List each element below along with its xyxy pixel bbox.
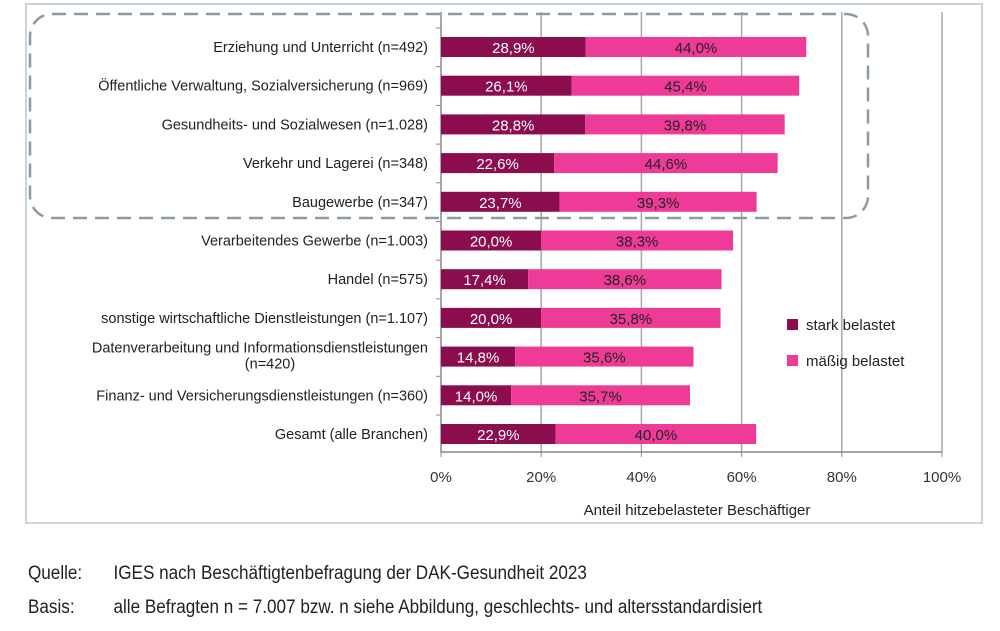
x-axis-title: Anteil hitzebelasteter Beschäftiger	[584, 502, 811, 519]
data-label: 14,0%	[455, 388, 498, 405]
data-label: 23,7%	[479, 195, 522, 212]
bar-segment	[554, 153, 778, 174]
category-label: Gesundheits- und Sozialwesen (n=1.028)	[162, 117, 428, 133]
data-label: 45,4%	[664, 79, 707, 96]
category-label: Öffentliche Verwaltung, Sozialversicheru…	[98, 77, 428, 95]
bar-segment	[585, 114, 785, 135]
bar-segment	[441, 269, 529, 290]
basis-text: alle Befragten n = 7.007 bzw. n siehe Ab…	[113, 597, 763, 618]
bar-segment	[441, 424, 556, 444]
bar-segment	[441, 153, 555, 174]
data-label: 35,8%	[610, 311, 653, 328]
bar-segment	[559, 191, 757, 212]
bar-segment	[441, 75, 572, 96]
data-label: 28,9%	[492, 40, 535, 57]
category-label: sonstige wirtschaftliche Dienstleistunge…	[101, 311, 428, 327]
category-label: Finanz- und Versicherungsdienstleistunge…	[96, 388, 428, 404]
bar-segment	[585, 37, 807, 57]
bar-segment	[441, 385, 512, 406]
bar-segment	[441, 191, 560, 212]
bar-segment	[441, 114, 586, 135]
bar-segment	[441, 37, 586, 57]
bar-segment	[541, 230, 734, 251]
x-tick-label: 60%	[727, 469, 757, 486]
data-label: 20,0%	[470, 311, 513, 328]
chart-frame	[25, 3, 983, 524]
data-label: 26,1%	[485, 79, 528, 96]
legend-label: stark belastet	[806, 317, 896, 334]
bar-segment	[528, 269, 722, 290]
basis-key: Basis:	[28, 597, 75, 618]
bar-segment	[441, 307, 542, 328]
data-label: 38,3%	[616, 234, 659, 251]
legend-swatch	[787, 355, 798, 366]
data-label: 35,6%	[583, 350, 626, 367]
bar-chart: 0% 20% 40% 60% 80% 100% Anteil hitzebelasteter…	[28, 12, 961, 519]
data-label: 44,0%	[675, 40, 718, 57]
data-label: 38,6%	[604, 272, 647, 289]
category-label: Handel (n=575)	[328, 272, 428, 288]
category-label: Erziehung und Unterricht (n=492)	[213, 40, 428, 56]
data-label: 39,3%	[637, 195, 680, 212]
bar-segment	[571, 75, 800, 96]
data-label: 39,8%	[664, 117, 707, 134]
bar-segment	[555, 424, 757, 444]
bar-segment	[511, 385, 690, 406]
x-tick-label: 0%	[430, 469, 452, 486]
highlight-box	[28, 12, 870, 220]
data-label: 22,6%	[476, 156, 519, 173]
legend-swatch	[787, 319, 798, 330]
data-label: 20,0%	[470, 234, 513, 251]
category-label: Baugewerbe (n=347)	[292, 195, 428, 211]
data-label: 40,0%	[635, 427, 678, 444]
x-tick-label: 100%	[923, 469, 961, 486]
x-tick-label: 80%	[827, 469, 857, 486]
source-text: IGES nach Beschäftigtenbefragung der DAK…	[113, 563, 587, 584]
bar-segment	[441, 346, 516, 367]
data-label: 44,6%	[645, 156, 688, 173]
bar-segment	[441, 230, 542, 251]
bar-segment	[541, 307, 721, 328]
data-label: 17,4%	[463, 272, 506, 289]
x-tick-label: 20%	[526, 469, 556, 486]
x-tick-label: 40%	[626, 469, 656, 486]
category-label: Verkehr und Lagerei (n=348)	[243, 156, 428, 172]
source-key: Quelle:	[28, 563, 83, 584]
data-label: 22,9%	[477, 427, 520, 444]
data-label: 35,7%	[579, 388, 622, 405]
bar-segment	[515, 346, 694, 367]
category-label: Gesamt (alle Branchen)	[275, 427, 428, 443]
legend-label: mäßig belastet	[806, 353, 905, 370]
category-label: Datenverarbeitung und Informationsdienst…	[92, 341, 428, 357]
data-label: 28,8%	[492, 117, 535, 134]
data-label: 14,8%	[457, 350, 500, 367]
source-line: Quelle: IGES nach Beschäftigtenbefragung …	[28, 563, 587, 585]
category-label: Verarbeitendes Gewerbe (n=1.003)	[201, 234, 428, 250]
category-label: (n=420)	[245, 357, 295, 373]
basis-line: Basis: alle Befragten n = 7.007 bzw. n si…	[28, 597, 762, 619]
